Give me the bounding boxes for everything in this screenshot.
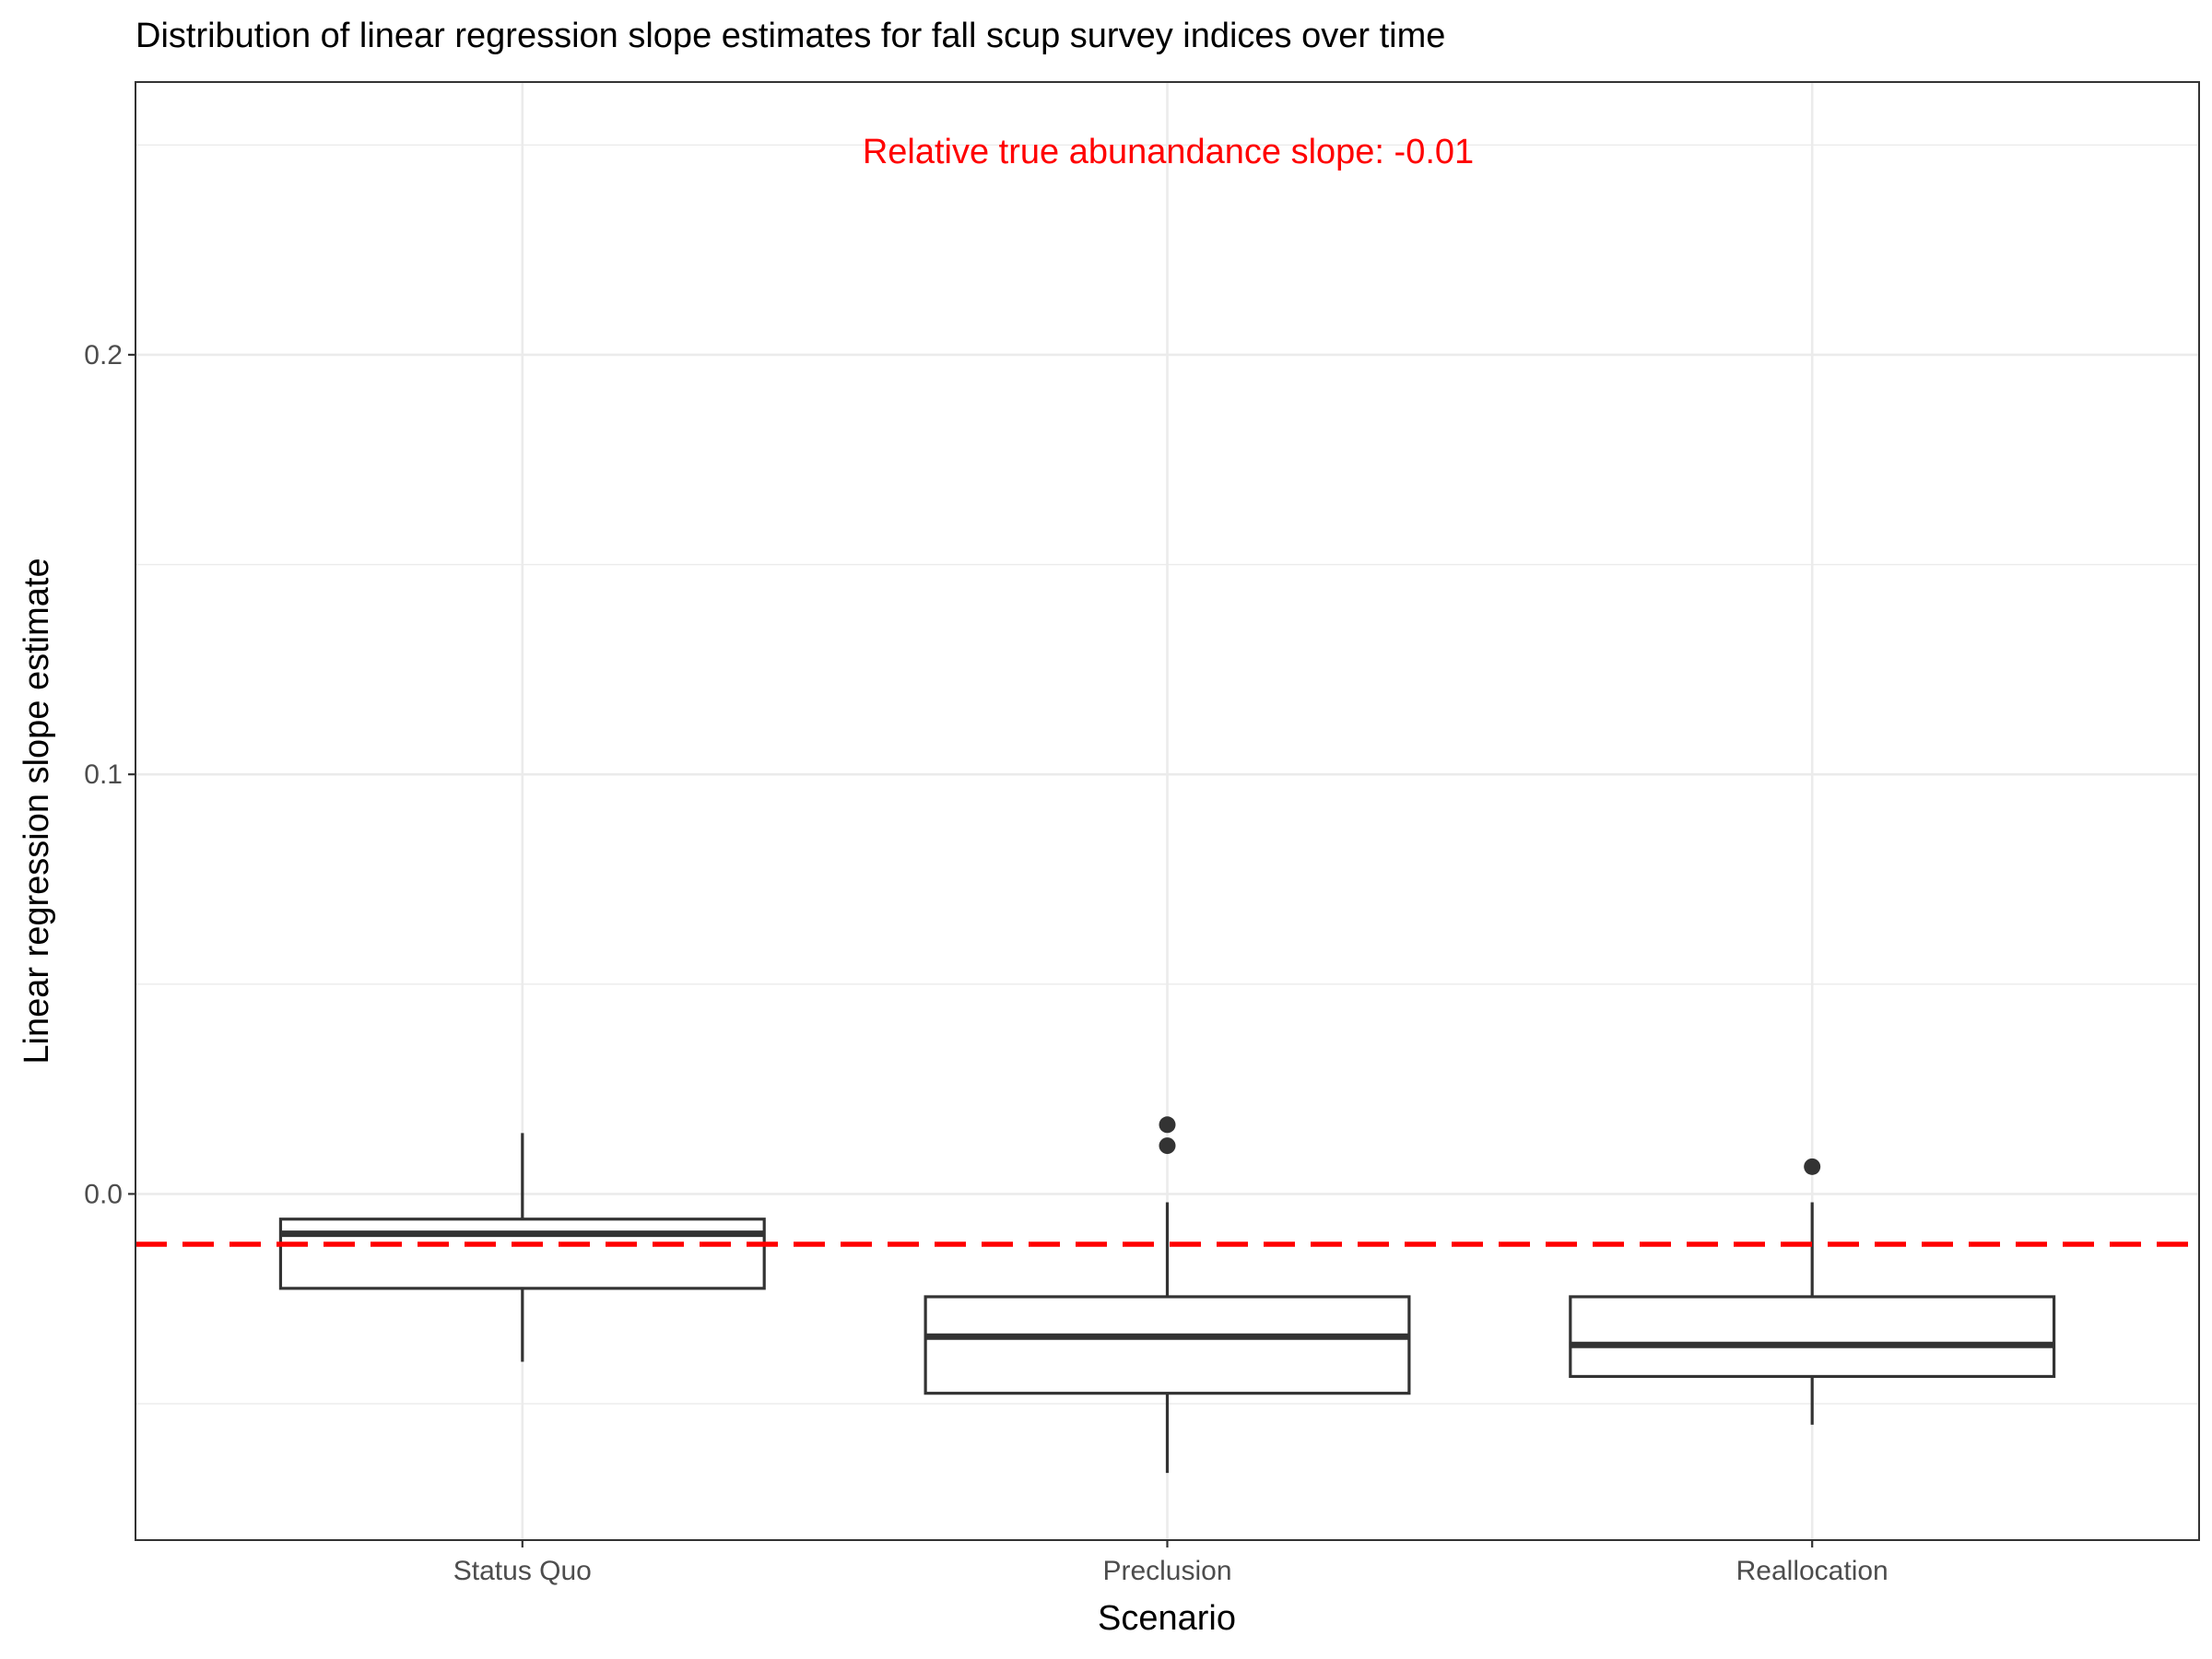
y-tick-label: 0.2 [84, 340, 123, 371]
x-axis-title: Scenario [1098, 1599, 1236, 1638]
box-body [924, 1295, 1411, 1395]
x-tick-label: Reallocation [1736, 1556, 1888, 1586]
box-status-quo [278, 1133, 766, 1362]
box-body [1569, 1295, 2056, 1379]
y-tick-label: 0.1 [84, 759, 123, 790]
x-tick-label: Status Quo [453, 1556, 592, 1586]
outlier-point [1159, 1116, 1176, 1134]
outlier-point [1804, 1158, 1821, 1175]
outlier-point [1159, 1137, 1176, 1155]
y-axis-title: Linear regression slope estimate [18, 558, 56, 1064]
boxes-layer [135, 1116, 2199, 1474]
x-axis: Status Quo Preclusion Reallocation [453, 1540, 1888, 1586]
box-reallocation [1569, 1158, 2056, 1425]
y-tick-label: 0.0 [84, 1179, 123, 1209]
chart-title: Distribution of linear regression slope … [135, 17, 1445, 55]
box-body [278, 1218, 766, 1290]
annotation-label: Relative true abunandance slope: -0.01 [863, 133, 1474, 171]
x-tick-label: Preclusion [1102, 1556, 1231, 1586]
box-preclusion [924, 1116, 1411, 1474]
y-axis: 0.0 0.1 0.2 [84, 340, 135, 1209]
